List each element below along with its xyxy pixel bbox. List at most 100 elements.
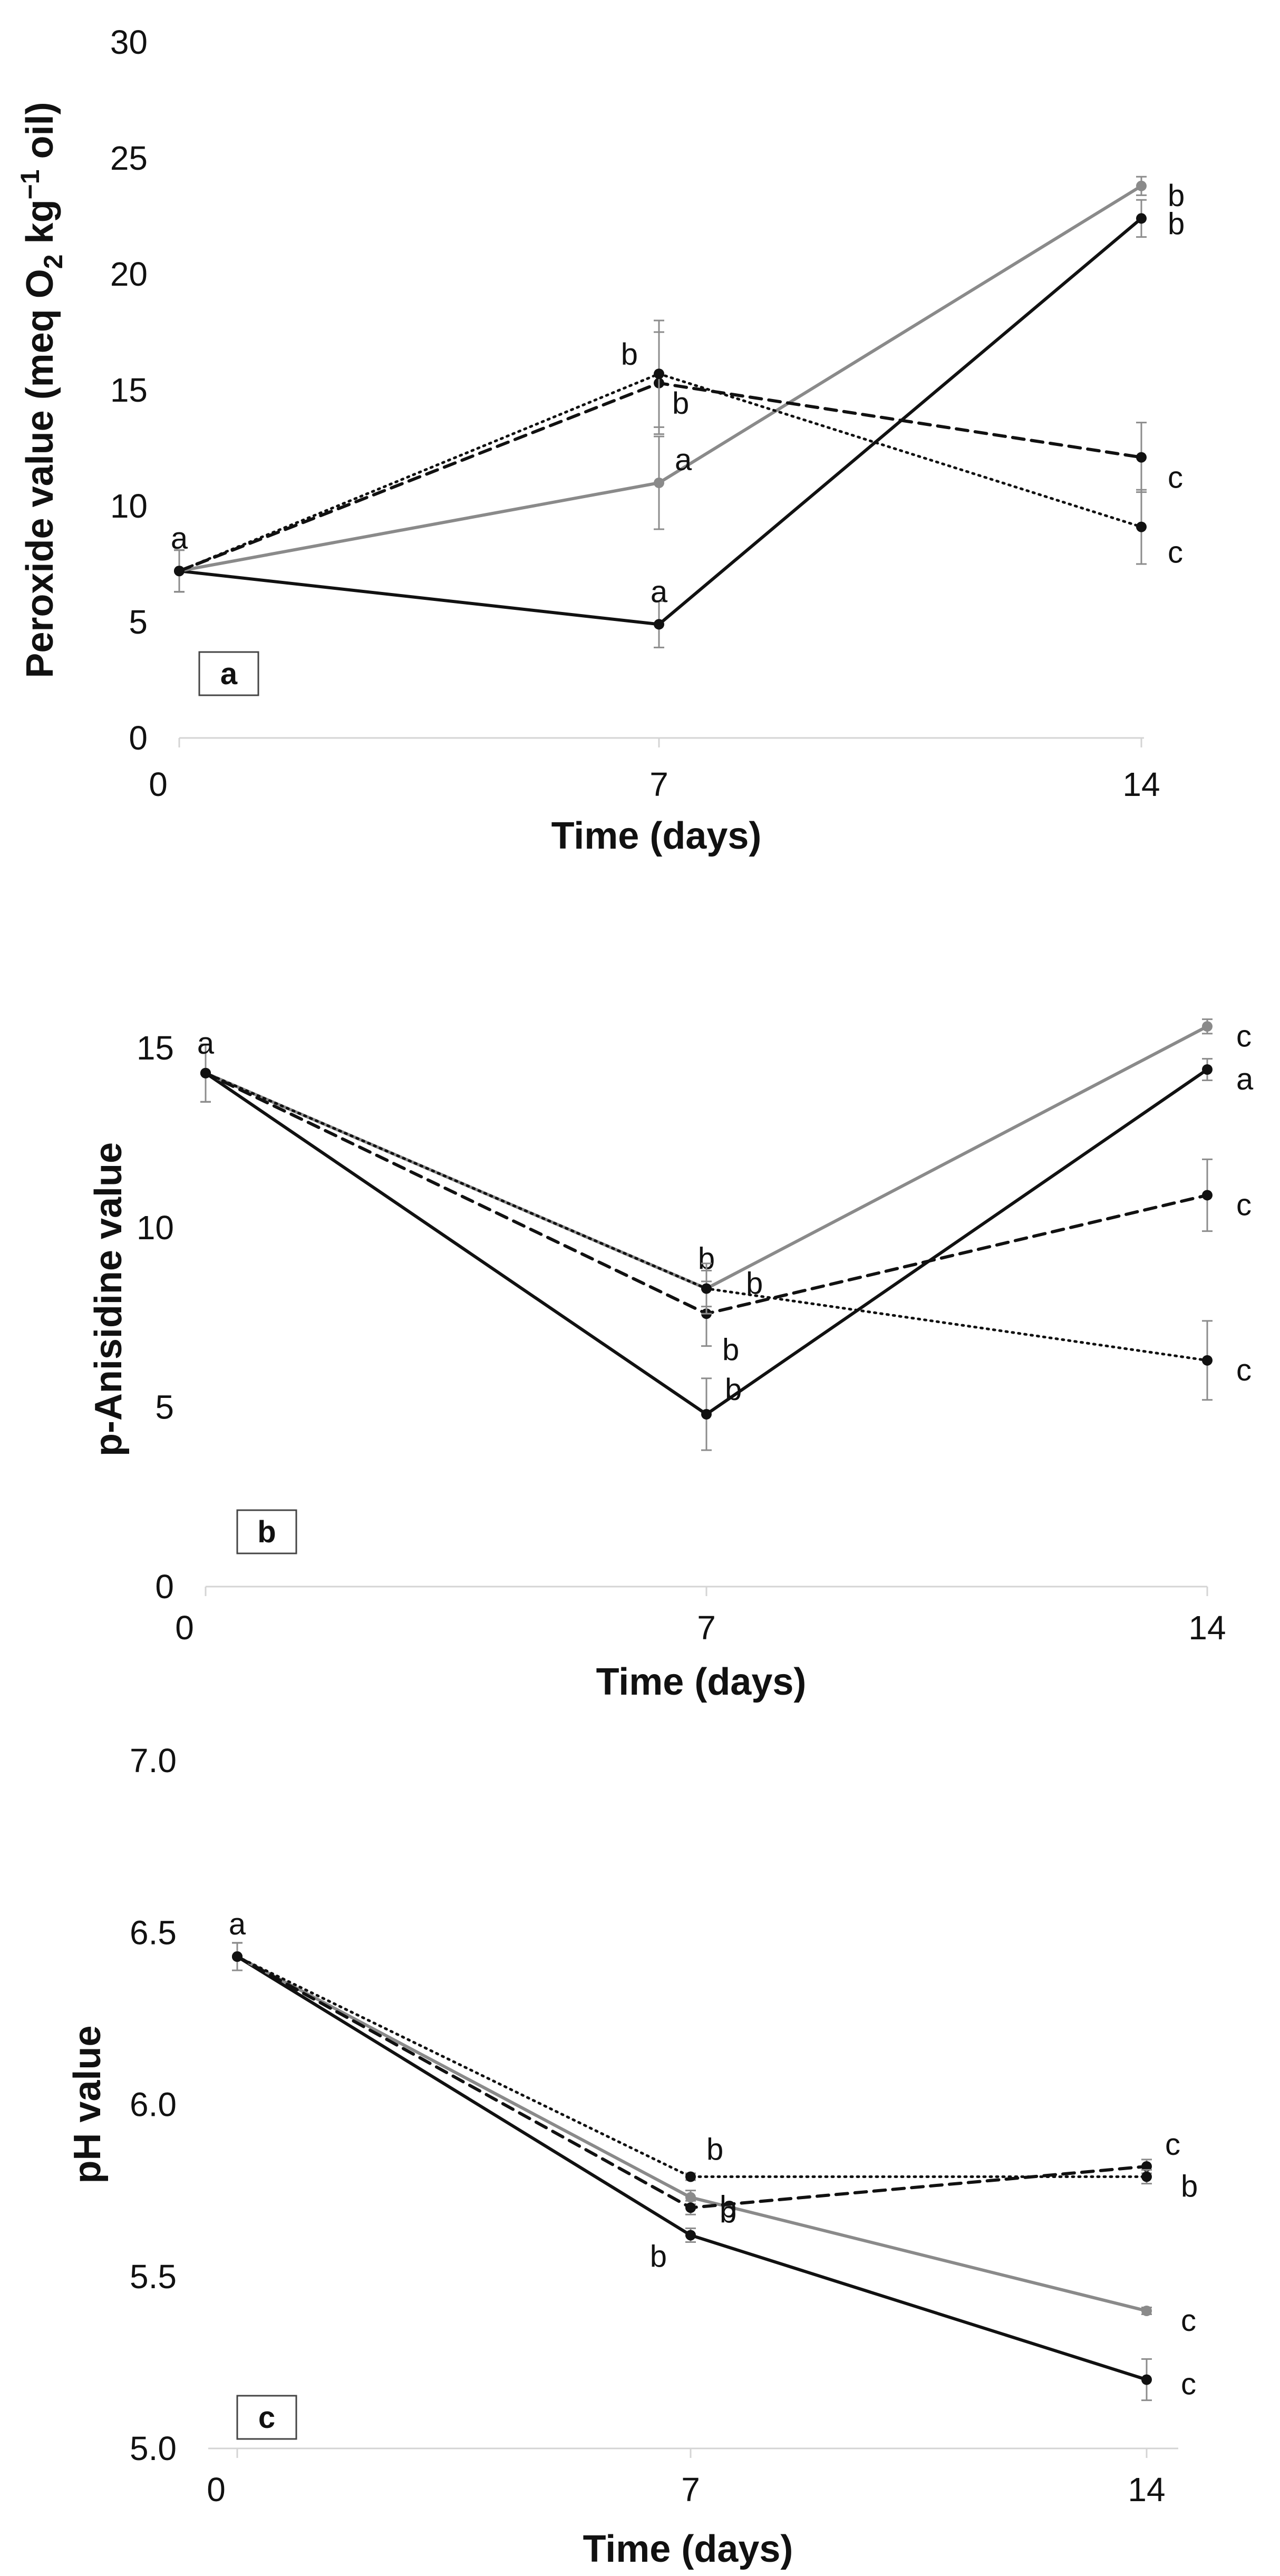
- y-axis-title: Peroxide value (meq O2 kg−1 oil): [15, 102, 68, 678]
- significance-letter: b: [746, 1267, 763, 1301]
- y-axis-title-part: kg: [19, 199, 61, 254]
- significance-letter: b: [672, 386, 689, 421]
- data-point: [1136, 452, 1147, 463]
- significance-letter: c: [1181, 2367, 1196, 2402]
- y-tick-label: 5.5: [130, 2258, 177, 2296]
- series-line-solid-black: [178, 217, 1143, 626]
- x-tick-label: 14: [1188, 1609, 1226, 1647]
- data-point: [1136, 180, 1147, 191]
- data-point: [1141, 2171, 1152, 2182]
- data-point: [1136, 521, 1147, 532]
- x-tick-label: 0: [207, 2471, 226, 2509]
- series-line-dashed-black: [178, 381, 1143, 573]
- y-tick-label: 7.0: [130, 1742, 177, 1780]
- data-point: [701, 1409, 712, 1420]
- data-point: [174, 566, 185, 577]
- data-point: [1141, 2161, 1152, 2172]
- y-tick-label: 6.5: [130, 1913, 177, 1951]
- series-line-dotted-black: [178, 372, 1143, 572]
- panel-a: 0 7 14 0 5 10 15 20 25 30 Time (days) Peroxide valu…: [15, 23, 1185, 857]
- series-line-dotted-black: [236, 1955, 1148, 2179]
- y-axis-title-sup: −1: [15, 169, 45, 199]
- data-point: [1141, 2374, 1152, 2385]
- data-point: [654, 619, 664, 630]
- panel-label: a: [220, 657, 238, 691]
- panel-label-box: [236, 1509, 297, 1554]
- significance-letter: b: [720, 2190, 736, 2224]
- data-point: [685, 2230, 696, 2241]
- data-point: [1202, 1190, 1213, 1201]
- y-tick-label: 5: [155, 1388, 174, 1426]
- data-point: [1202, 1021, 1213, 1032]
- significance-letter: a: [675, 443, 692, 477]
- y-tick-label: 10: [137, 1209, 174, 1247]
- data-point: [701, 1283, 712, 1294]
- significance-letter: b: [650, 2239, 667, 2273]
- x-tick-label: 14: [1128, 2471, 1165, 2509]
- significance-letter: c: [1168, 461, 1183, 495]
- x-tick-label: 0: [149, 765, 168, 803]
- significance-letter: b: [720, 2195, 736, 2230]
- significance-letter: c: [1165, 2127, 1180, 2162]
- y-tick-label: 20: [110, 255, 148, 293]
- y-tick-label: 10: [110, 487, 148, 525]
- x-tick-label: 14: [1122, 765, 1160, 803]
- data-point: [1202, 1064, 1213, 1075]
- panel-label: b: [257, 1515, 276, 1549]
- y-axis-title: pH value: [66, 2025, 109, 2183]
- panel-label-box: [198, 651, 259, 696]
- x-axis-title: Time (days): [583, 2528, 793, 2570]
- data-point: [685, 2202, 696, 2213]
- significance-letter: b: [1181, 2170, 1198, 2204]
- series-line-solid-gray: [236, 1955, 1148, 2312]
- panel-label: c: [258, 2400, 275, 2435]
- significance-letter: c: [1168, 536, 1183, 570]
- y-axis-title-sub: 2: [38, 254, 68, 269]
- y-tick-label: 5: [129, 603, 148, 641]
- data-point: [1136, 213, 1147, 224]
- x-axis-title: Time (days): [551, 815, 762, 857]
- significance-letter: c: [1236, 1353, 1252, 1387]
- panel-b: 0 7 14 0 5 10 15 Time (days) p-Anisidine value b a…: [88, 1018, 1254, 1703]
- significance-letter: c: [1236, 1019, 1252, 1053]
- y-axis-title-part: Peroxide value (meq O: [19, 269, 61, 678]
- data-point: [685, 2192, 696, 2203]
- significance-letter: b: [722, 1333, 739, 1367]
- y-axis-title: p-Anisidine value: [88, 1142, 130, 1456]
- y-tick-label: 15: [137, 1029, 174, 1067]
- significance-letter: a: [1236, 1062, 1254, 1096]
- series-line-dashed-black: [236, 1955, 1148, 2210]
- significance-letter: c: [1181, 2303, 1196, 2338]
- significance-letter: c: [1236, 1188, 1252, 1222]
- y-tick-label: 0: [129, 719, 148, 757]
- y-tick-label: 30: [110, 23, 148, 61]
- y-tick-label: 15: [110, 371, 148, 409]
- x-tick-label: 7: [649, 765, 668, 803]
- significance-letter: b: [706, 2133, 723, 2167]
- x-tick-label: 7: [697, 1609, 716, 1647]
- significance-letter: a: [197, 1026, 215, 1061]
- data-point: [1202, 1355, 1213, 1366]
- significance-letter: a: [171, 521, 188, 556]
- x-axis-title: Time (days): [596, 1661, 807, 1703]
- series-line-solid-black: [236, 1955, 1148, 2381]
- y-tick-label: 6.0: [130, 2086, 177, 2124]
- y-tick-label: 5.0: [130, 2429, 177, 2467]
- data-point: [232, 1951, 243, 1962]
- data-point: [654, 478, 664, 488]
- data-point: [1141, 2306, 1152, 2316]
- data-point: [200, 1067, 211, 1078]
- y-tick-label: 25: [110, 139, 148, 177]
- significance-letter: b: [1168, 207, 1185, 241]
- x-tick-label: 0: [175, 1609, 194, 1647]
- significance-letter: a: [651, 575, 668, 609]
- data-point: [654, 368, 664, 380]
- y-axis-title-part: oil): [19, 102, 61, 169]
- significance-letter: b: [725, 1373, 742, 1407]
- significance-letter: b: [1168, 179, 1185, 213]
- y-tick-label: 0: [155, 1568, 174, 1606]
- x-tick-label: 7: [681, 2471, 700, 2509]
- significance-letter: b: [621, 337, 638, 372]
